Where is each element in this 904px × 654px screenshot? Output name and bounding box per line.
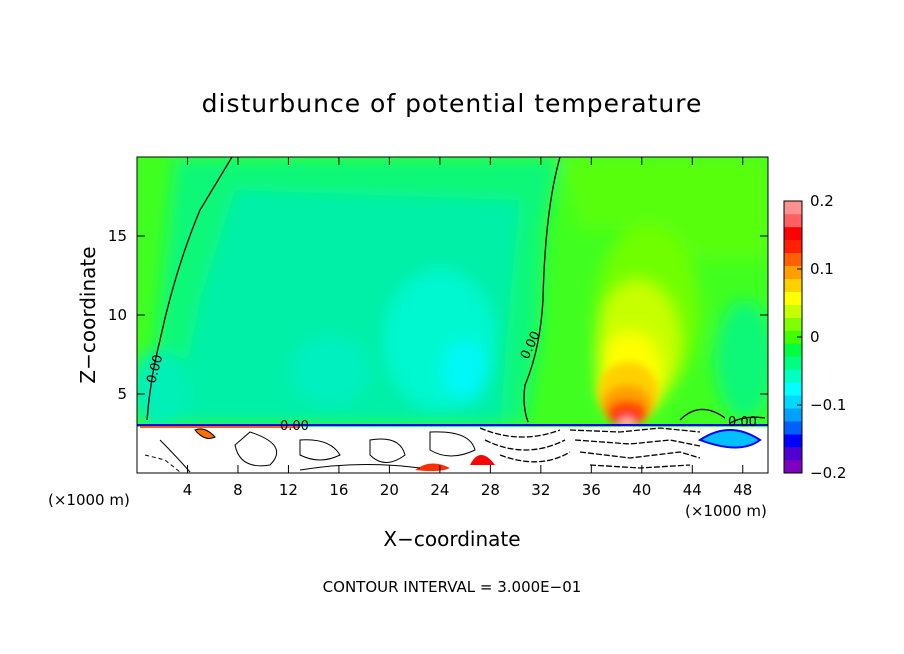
x-unit-left: (×1000 m)	[48, 491, 130, 509]
chart-title: disturbunce of potential temperature	[202, 89, 703, 118]
colorbar-swatch	[784, 265, 802, 280]
colorbar-swatch	[784, 395, 802, 409]
x-tick-label: 44	[683, 481, 702, 499]
plot-area: 0.00 0.00 0.00 0.00	[136, 156, 769, 474]
colorbar-swatch	[784, 278, 802, 292]
x-tick-label: 48	[733, 481, 752, 499]
heatmap-field	[137, 157, 768, 473]
x-tick-label: 28	[481, 481, 500, 499]
contour-label: 0.00	[280, 419, 309, 434]
x-tick-label: 8	[233, 481, 243, 499]
colorbar-swatch	[784, 239, 802, 254]
contour-interval-note: CONTOUR INTERVAL = 3.000E−01	[323, 578, 582, 596]
colorbar-swatch	[784, 330, 802, 344]
colorbar: 0.2 0.1 0 −0.1 −0.2	[783, 192, 846, 482]
x-tick-label: 16	[329, 481, 348, 499]
x-unit-right: (×1000 m)	[685, 502, 767, 520]
y-tick-label: 5	[117, 385, 127, 403]
y-tick-label: 15	[108, 227, 127, 245]
x-axis: 4 8 12 16 20 24 28 32 36 40 44 48	[183, 157, 752, 499]
contour-label: 0.00	[144, 353, 166, 385]
y-axis: 5 10 15	[108, 227, 768, 403]
colorbar-swatch	[784, 356, 802, 370]
x-tick-label: 20	[380, 481, 399, 499]
y-axis-label: Z−coordinate	[76, 246, 100, 383]
colorbar-swatch	[784, 460, 802, 474]
colorbar-swatch	[784, 317, 802, 331]
x-tick-label: 32	[531, 481, 550, 499]
colorbar-swatch	[784, 343, 802, 357]
x-tick-label: 4	[183, 481, 193, 499]
x-tick-label: 12	[279, 481, 298, 499]
colorbar-swatch	[784, 421, 802, 435]
colorbar-swatch	[784, 304, 802, 318]
colorbar-swatch	[784, 201, 802, 215]
x-tick-label: 24	[430, 481, 449, 499]
colorbar-swatch	[784, 382, 802, 396]
colorbar-tick-label: 0	[810, 328, 820, 346]
colorbar-swatch	[784, 369, 802, 383]
colorbar-swatch	[784, 408, 802, 422]
x-tick-label: 36	[582, 481, 601, 499]
colorbar-swatch	[784, 213, 802, 228]
colorbar-tick-label: 0.1	[810, 260, 834, 278]
colorbar-swatch	[784, 291, 802, 305]
colorbar-swatch	[784, 434, 802, 448]
x-tick-label: 40	[632, 481, 651, 499]
x-axis-label: X−coordinate	[383, 527, 520, 551]
colorbar-swatch	[784, 226, 802, 241]
colorbar-tick-label: 0.2	[810, 192, 834, 210]
contour-label: 0.00	[728, 415, 757, 430]
colorbar-tick-label: −0.1	[810, 396, 846, 414]
y-tick-label: 10	[108, 306, 127, 324]
colorbar-swatch	[784, 252, 802, 267]
colorbar-tick-label: −0.2	[810, 464, 846, 482]
colorbar-swatch	[784, 447, 802, 461]
